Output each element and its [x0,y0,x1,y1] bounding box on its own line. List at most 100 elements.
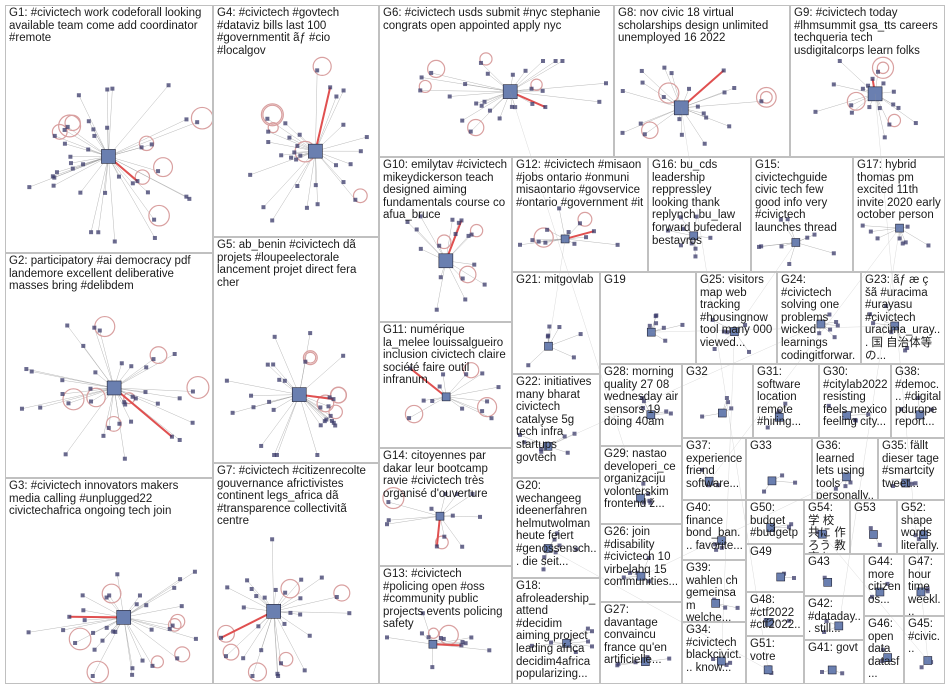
network-node-icon [429,70,434,75]
network-node-icon [866,83,871,88]
network-node-icon [364,135,369,140]
network-node-icon [724,396,729,400]
network-node-icon [913,481,918,486]
profile-avatar-icon [291,387,307,402]
graph-edge [232,394,300,414]
network-node-icon [487,648,492,653]
network-node-icon [654,313,659,318]
graph-edge [273,611,278,674]
network-node-icon [318,423,323,428]
network-node-icon [430,398,435,403]
network-node-icon [442,534,447,539]
profile-avatar-icon [919,530,928,540]
network-node-icon [460,544,465,549]
network-node-icon [834,320,839,325]
profile-avatar-icon [502,84,518,99]
network-node-icon [434,544,439,549]
network-node-icon [341,122,346,127]
graph-edge [251,394,300,396]
self-loop-edge [479,52,493,66]
graph-edge [107,89,109,157]
network-node-icon [96,230,101,235]
graph-edge [899,227,929,246]
self-loop-edge [427,59,446,79]
network-node-icon [897,236,902,241]
network-node-icon [279,661,284,666]
network-node-icon [479,103,484,108]
network-node-icon [140,658,145,663]
network-node-icon [82,618,87,623]
network-node-icon [723,605,728,610]
network-node-icon [104,595,109,600]
network-node-icon [776,409,781,414]
profile-avatar-icon [543,544,553,553]
profile-avatar-icon [428,639,438,649]
network-node-icon [130,672,135,677]
strong-edge [432,643,462,647]
graph-edge [622,90,682,109]
inter-group-edge [547,323,822,447]
graph-edge [273,394,300,456]
graph-edge [123,587,175,618]
network-node-icon [304,205,309,210]
network-node-icon [441,636,446,641]
network-node-icon [547,324,552,329]
network-node-icon [728,660,733,665]
network-node-icon [876,69,881,74]
network-node-icon [303,359,308,364]
self-loop-edge [134,169,151,185]
network-node-icon [871,321,876,326]
graph-edge [449,91,511,97]
self-loop-edge [577,211,593,227]
graph-edge [306,151,316,208]
network-node-icon [641,481,646,486]
network-node-icon [925,586,930,591]
network-node-icon [92,325,97,330]
network-node-icon [641,500,646,505]
network-node-icon [26,630,31,635]
profile-avatar-icon [641,657,650,666]
self-loop-edge [186,375,210,400]
network-node-icon [421,398,426,403]
network-node-icon [715,483,720,488]
network-node-icon [724,662,729,667]
graph-edge [268,131,316,152]
network-node-icon [891,102,896,107]
network-node-icon [54,170,59,175]
graph-edge [65,387,115,455]
self-loop-edge [759,90,773,104]
network-node-icon [331,420,336,425]
network-node-icon [464,372,469,377]
network-node-icon [648,500,653,505]
network-node-icon [553,59,558,63]
network-node-icon [496,385,501,390]
network-node-icon [572,241,577,246]
network-node-icon [248,172,253,177]
network-node-icon [557,206,562,211]
inter-group-edge [548,238,566,347]
network-node-icon [298,153,303,158]
network-node-icon [545,227,550,232]
network-node-icon [117,421,122,426]
network-node-icon [152,235,157,240]
network-node-icon [513,105,518,110]
network-node-icon [903,348,908,353]
network-node-icon [219,635,223,640]
network-node-icon [485,399,490,404]
network-node-icon [29,369,34,374]
graph-edge [432,637,472,645]
network-node-icon [778,217,783,222]
self-loop-edge [222,643,240,661]
network-node-icon [358,149,363,154]
network-node-icon [678,243,683,248]
graph-edge [260,394,300,447]
network-node-icon [122,400,127,405]
network-node-icon [877,106,882,111]
graph-edge [388,515,441,521]
network-node-icon [566,230,571,235]
graph-edge [519,434,549,447]
network-node-icon [870,76,875,81]
network-node-icon [828,327,833,332]
self-loop-edge [304,351,317,364]
self-loop-edge [434,535,449,550]
